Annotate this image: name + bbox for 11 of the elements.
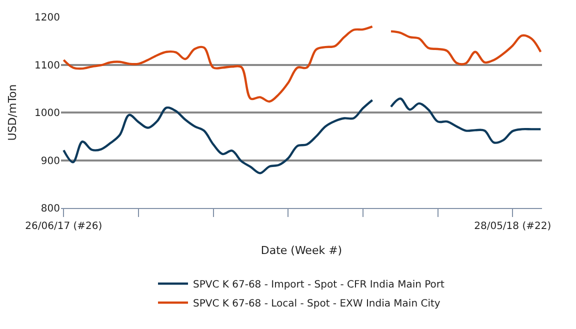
y-tick-label: 800	[40, 204, 60, 214]
y-axis-title: USD/mTon	[6, 84, 20, 141]
x-tick-label: 28/05/18 (#22)	[474, 221, 552, 232]
y-tick-label: 1100	[34, 60, 60, 72]
x-axis-title: Date (Week #)	[260, 244, 342, 258]
y-tick-label: 900	[40, 156, 60, 167]
y-tick-label: 1000	[34, 108, 60, 119]
legend-label: SPVC K 67-68 - Import - Spot - CFR India Main Port	[193, 280, 445, 291]
y-tick-label: 1200	[34, 12, 60, 24]
legend-label: SPVC K 67-68 - Local - Spot - EXW India Main City	[193, 298, 440, 310]
x-tick-label: 26/06/17 (#26)	[25, 221, 102, 232]
